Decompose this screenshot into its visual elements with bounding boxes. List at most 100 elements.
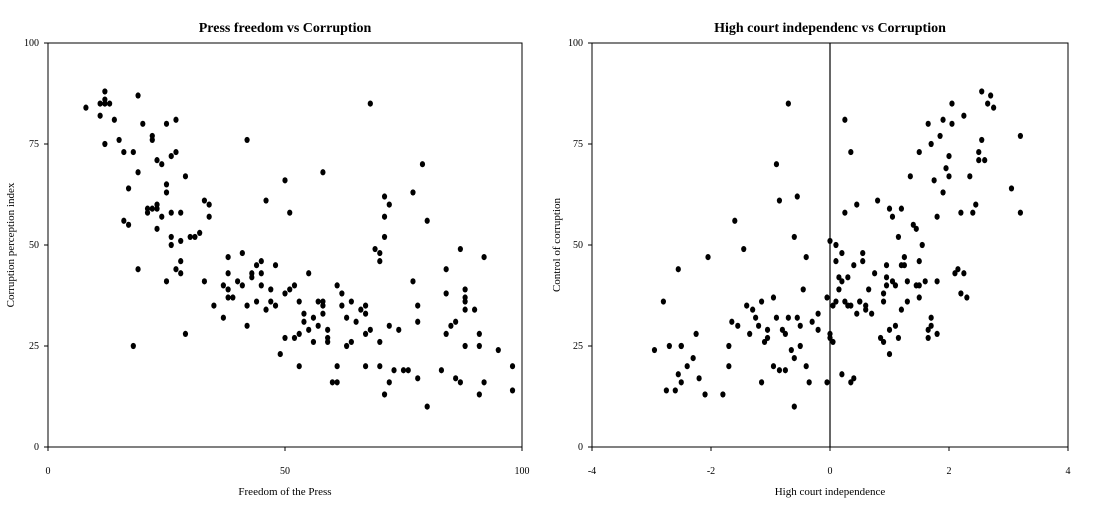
chart-2-point — [779, 326, 786, 333]
chart-1-point — [135, 169, 141, 176]
chart-2-y-tick-label: 25 — [573, 341, 583, 352]
chart-1-point — [415, 318, 421, 325]
chart-2-point — [720, 391, 726, 398]
chart-1-point — [249, 274, 255, 281]
chart-2-point — [863, 306, 869, 313]
chart-2-point — [860, 258, 866, 265]
chart-2-point — [985, 100, 991, 107]
chart-2-point — [1017, 209, 1024, 216]
chart-1-point — [339, 290, 345, 297]
chart-2-point — [797, 342, 803, 350]
chart-1-point — [168, 233, 174, 241]
chart-2-point — [833, 298, 839, 305]
chart-2-point — [925, 326, 931, 333]
chart-2-point — [889, 213, 896, 220]
chart-2-point — [764, 326, 771, 333]
chart-1-point — [329, 379, 335, 386]
chart-1-point — [235, 278, 241, 285]
chart-2-point — [830, 338, 836, 346]
chart-1-point — [362, 363, 369, 370]
chart-2-point — [836, 286, 842, 293]
chart-1-point — [381, 391, 388, 398]
chart-1-point — [230, 294, 236, 301]
chart-2-point — [842, 209, 848, 216]
chart-1-point — [306, 270, 312, 277]
chart-2-point — [732, 217, 738, 224]
chart-1-point — [310, 338, 317, 346]
chart-2-point — [869, 310, 875, 317]
chart-1-point — [310, 314, 317, 321]
chart-1-point — [97, 100, 103, 107]
chart-1-point — [287, 286, 293, 293]
chart-2-point — [848, 302, 854, 309]
chart-2-y-tick-label: 100 — [568, 38, 583, 49]
chart-2-point — [928, 140, 934, 148]
chart-2-point — [678, 342, 684, 350]
chart-1-x-tick-label: 100 — [515, 466, 530, 477]
chart-1-point — [443, 290, 449, 297]
chart-1-point — [301, 318, 307, 325]
chart-1-point — [320, 169, 326, 176]
chart-1-point — [315, 298, 321, 305]
chart-1-y-tick-label: 50 — [29, 240, 39, 251]
chart-2-point — [726, 342, 732, 350]
chart-1-point — [415, 302, 421, 309]
chart-2-point — [726, 363, 732, 370]
chart-2-point — [976, 148, 982, 156]
chart-2-point — [797, 322, 803, 329]
chart-1-point — [272, 302, 279, 309]
chart-2-point — [922, 278, 928, 285]
chart-2-y-tick-label: 0 — [578, 442, 583, 453]
chart-1-point — [258, 270, 264, 277]
chart-1-point — [178, 237, 184, 245]
chart-1-point — [125, 185, 132, 192]
chart-1-point — [400, 367, 407, 374]
chart-1-point — [272, 262, 279, 269]
chart-1-point — [296, 363, 302, 370]
chart-2-point — [848, 148, 854, 156]
chart-2-point — [806, 379, 812, 386]
chart-2-point — [967, 173, 973, 180]
chart-1-point — [386, 201, 392, 208]
chart-1-point — [253, 298, 260, 305]
chart-1-point — [372, 245, 378, 253]
chart-2-point — [672, 387, 678, 394]
chart-2-point — [770, 294, 777, 301]
chart-1-point — [102, 100, 108, 107]
chart-1-x-axis-label: Freedom of the Press — [238, 486, 331, 498]
chart-2-point — [916, 294, 922, 301]
chart-1-point — [135, 92, 141, 99]
chart-2-point — [750, 306, 756, 313]
chart-2-point — [946, 173, 952, 180]
chart-1-point — [353, 318, 359, 325]
chart-1-point — [424, 217, 430, 224]
chart-1-point — [173, 266, 179, 273]
chart-1-point — [163, 120, 170, 127]
chart-1-x-tick-label: 50 — [280, 466, 290, 477]
chart-2-point — [827, 237, 833, 245]
chart-1-point — [476, 391, 482, 398]
chart-2-point — [747, 330, 753, 337]
chart-1-point — [277, 350, 283, 358]
chart-1-point — [472, 306, 478, 313]
chart-2-y-tick-label: 75 — [573, 139, 583, 150]
chart-2-point — [940, 116, 946, 123]
chart-1-point — [438, 367, 445, 374]
chart-2-point — [928, 322, 934, 329]
chart-2-point — [839, 278, 845, 285]
chart-1-point — [258, 258, 264, 265]
chart-2-point — [758, 298, 765, 305]
chart-2-point — [964, 294, 970, 301]
chart-1-point — [102, 140, 108, 148]
chart-1-point — [462, 306, 468, 313]
chart-1-point — [154, 205, 160, 212]
chart-2-point — [860, 249, 866, 257]
chart-1-point — [173, 116, 179, 123]
chart-1-point — [443, 266, 449, 273]
chart-1-point — [244, 136, 250, 144]
chart-1-point — [362, 330, 369, 337]
chart-1-point — [419, 161, 426, 168]
chart-1-point — [495, 346, 501, 354]
chart-2-point — [782, 330, 788, 337]
chart-1-point — [377, 363, 383, 370]
